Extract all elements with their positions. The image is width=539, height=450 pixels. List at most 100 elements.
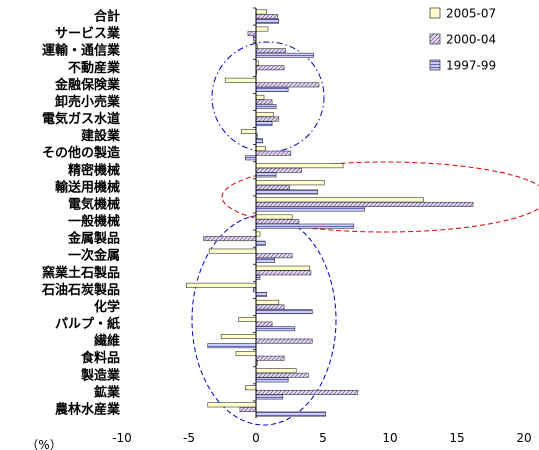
bar-1997-99-12 (255, 223, 355, 229)
legend-swatch-0 (429, 7, 441, 19)
legend: 2005-07 2000-04 1997-99 (429, 7, 496, 73)
bar-1997-99-2 (255, 52, 314, 58)
bar-2005-07-21 (255, 368, 297, 374)
bar-2005-07-16 (186, 282, 257, 288)
category-label-1: サービス業 (55, 26, 121, 42)
bar-1997-99-14 (255, 257, 276, 263)
category-label-23: 農林水産業 (55, 401, 121, 417)
category-label-0: 合計 (94, 9, 120, 25)
bar-1997-99-22 (255, 394, 284, 400)
unit-label: （%） (26, 438, 61, 450)
bar-2000-04-10 (255, 184, 290, 190)
bar-2000-04-8 (255, 150, 292, 156)
x-tick-label-0: -10 (112, 431, 132, 445)
bar-1997-99-10 (255, 189, 318, 195)
bar-1997-99-18 (255, 326, 296, 332)
bar-2005-07-5 (255, 94, 265, 100)
bar-1997-99-5 (255, 104, 277, 110)
bar-2000-04-17 (255, 304, 285, 310)
category-label-15: 窯業土石製品 (42, 265, 120, 281)
bar-1997-99-16 (255, 292, 268, 297)
bar-1997-99-6 (255, 121, 273, 127)
bar-2000-04-2 (255, 48, 286, 54)
bar-2000-04-21 (255, 372, 309, 378)
bar-2005-07-8 (255, 146, 266, 152)
bar-2005-07-11 (255, 197, 424, 203)
category-label-7: 建設業 (81, 128, 121, 144)
category-label-22: 鉱業 (94, 384, 121, 400)
bar-2000-04-23 (239, 407, 257, 412)
category-label-13: 金属製品 (67, 231, 120, 247)
bar-2000-04-22 (255, 389, 359, 395)
category-label-17: 化学 (94, 299, 120, 315)
bar-2000-04-15 (255, 270, 312, 276)
bar-2005-07-14 (208, 248, 257, 254)
labels-layer: 合計サービス業運輸・通信業不動産業金融保険業卸売小売業電気ガス水道建設業その他の… (26, 9, 531, 450)
bar-2005-07-17 (255, 299, 280, 305)
bar-2000-04-20 (255, 355, 285, 361)
legend-swatch-1 (429, 33, 441, 45)
bar-1997-99-13 (255, 240, 266, 246)
category-label-8: その他の製造 (42, 145, 121, 161)
legend-label-0: 2005-07 (446, 7, 496, 21)
bar-2000-04-18 (255, 321, 273, 327)
x-tick-label-5: 15 (449, 431, 464, 445)
axes-layer (253, 7, 257, 418)
legend-label-2: 1997-99 (446, 59, 496, 73)
bar-1997-99-8 (244, 155, 257, 161)
bar-2000-04-9 (255, 167, 302, 173)
legend-label-1: 2000-04 (446, 33, 496, 47)
bars-layer (186, 9, 474, 417)
category-label-4: 金融保険業 (54, 77, 121, 93)
bar-2005-07-9 (255, 163, 344, 169)
bar-2000-04-11 (255, 202, 474, 207)
category-label-5: 卸売小売業 (55, 94, 121, 110)
bar-2005-07-20 (235, 351, 257, 357)
category-label-9: 精密機械 (68, 162, 120, 178)
annotation-ellipse-2 (221, 161, 539, 233)
bar-1997-99-7 (255, 138, 263, 144)
category-label-21: 製造業 (80, 367, 121, 383)
annotation-ellipse-1 (211, 41, 325, 153)
bar-1997-99-0 (255, 18, 280, 24)
bar-2005-07-0 (255, 9, 268, 15)
x-tick-label-2: 0 (252, 431, 260, 445)
category-label-18: パルプ・紙 (55, 316, 120, 332)
x-tick-label-6: 20 (516, 431, 531, 445)
bar-2000-04-14 (255, 253, 293, 259)
bar-2000-04-19 (255, 338, 313, 344)
category-label-3: 不動産業 (68, 60, 121, 76)
bar-2000-04-13 (203, 236, 257, 242)
bar-1997-99-21 (255, 377, 289, 383)
category-label-11: 電気機械 (68, 196, 120, 212)
category-label-20: 食料品 (81, 350, 120, 366)
bar-2005-07-7 (240, 129, 257, 134)
legend-swatch-2 (429, 59, 441, 71)
x-tick-label-3: 5 (319, 431, 327, 445)
bar-2000-04-1 (247, 31, 257, 37)
bar-2000-04-6 (255, 116, 280, 122)
category-label-6: 電気ガス水道 (42, 111, 120, 127)
bar-2000-04-5 (255, 99, 273, 105)
bar-2005-07-15 (255, 265, 310, 271)
category-label-12: 一般機械 (68, 214, 120, 230)
bar-2005-07-12 (255, 214, 293, 220)
bar-1997-99-19 (207, 343, 257, 349)
x-tick-label-1: -5 (183, 431, 195, 445)
bar-1997-99-15 (255, 274, 261, 280)
bar-1997-99-11 (255, 206, 365, 212)
bar-2005-07-23 (207, 402, 257, 408)
bar-2005-07-6 (255, 111, 274, 117)
bar-2000-04-0 (255, 14, 278, 19)
category-label-14: 一次金属 (68, 248, 120, 264)
bar-2005-07-10 (255, 180, 325, 186)
category-label-16: 石油石炭製品 (41, 282, 120, 298)
bar-2005-07-19 (220, 334, 257, 339)
category-label-2: 運輸・通信業 (42, 43, 121, 59)
bar-2005-07-1 (255, 26, 269, 32)
bar-2000-04-4 (255, 82, 320, 88)
bar-1997-99-9 (255, 172, 277, 178)
annotation-layer (191, 41, 539, 426)
bar-2000-04-12 (255, 219, 300, 224)
